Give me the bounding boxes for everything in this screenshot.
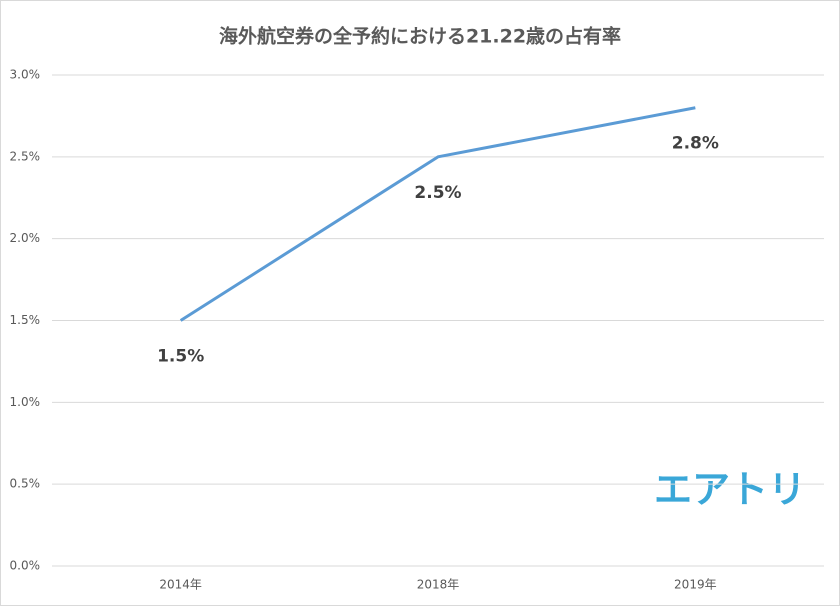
y-tick-label: 2.0%	[10, 231, 41, 245]
x-tick-label: 2018年	[417, 578, 460, 592]
chart-title: 海外航空券の全予約における21.22歳の占有率	[219, 25, 621, 48]
x-tick-label: 2014年	[159, 578, 202, 592]
y-tick-label: 2.5%	[10, 149, 41, 163]
y-tick-label: 1.0%	[10, 395, 41, 409]
y-tick-label: 3.0%	[10, 68, 41, 82]
data-label: 2.5%	[414, 183, 461, 203]
x-tick-label: 2019年	[674, 578, 717, 592]
line-series	[179, 106, 696, 322]
y-tick-label: 0.5%	[10, 477, 41, 491]
data-label: 1.5%	[157, 347, 204, 367]
y-tick-label: 0.0%	[10, 559, 41, 573]
logo: エアトリ	[654, 468, 806, 512]
y-tick-label: 1.5%	[10, 313, 41, 327]
data-label: 2.8%	[672, 134, 719, 154]
